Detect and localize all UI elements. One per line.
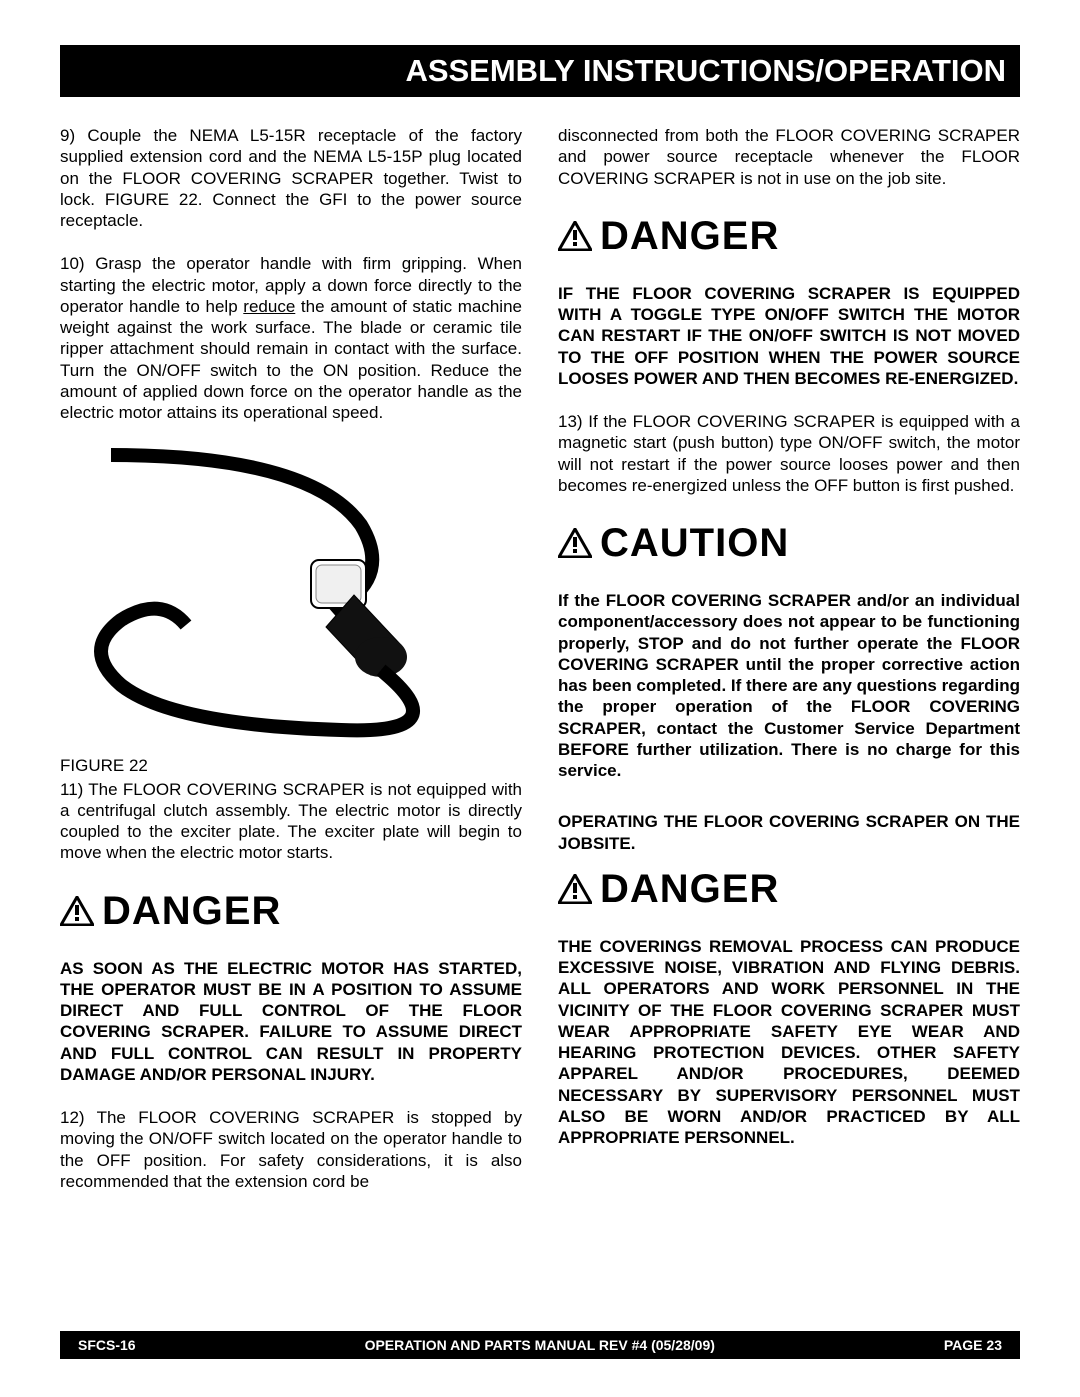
caution-heading: CAUTION [558, 518, 1020, 568]
paragraph-12: 12) The FLOOR COVERING SCRAPER is stoppe… [60, 1107, 522, 1192]
right-column: disconnected from both the FLOOR COVERIN… [558, 125, 1020, 1192]
danger-text-1: AS SOON AS THE ELECTRIC MOTOR HAS STARTE… [60, 958, 522, 1086]
operating-title: OPERATING THE FLOOR COVERING SCRAPER ON … [558, 811, 1020, 854]
paragraph-continued: disconnected from both the FLOOR COVERIN… [558, 125, 1020, 189]
footer-bar: SFCS-16 OPERATION AND PARTS MANUAL REV #… [60, 1331, 1020, 1359]
danger-heading-2: DANGER [558, 211, 1020, 261]
paragraph-13: 13) If the FLOOR COVERING SCRAPER is equ… [558, 411, 1020, 496]
section-header: ASSEMBLY INSTRUCTIONS/OPERATION [60, 45, 1020, 97]
content-columns: 9) Couple the NEMA L5-15R receptacle of … [60, 125, 1020, 1192]
p10-underline: reduce [243, 297, 295, 316]
power-cord-connector-illustration [60, 445, 522, 745]
warning-triangle-icon [558, 528, 592, 558]
danger-label-2: DANGER [600, 211, 779, 261]
warning-triangle-icon [60, 896, 94, 926]
footer-right: PAGE 23 [944, 1337, 1002, 1353]
footer-left: SFCS-16 [78, 1337, 136, 1353]
danger-text-3: THE COVERINGS REMOVAL PROCESS CAN PRODUC… [558, 936, 1020, 1149]
left-column: 9) Couple the NEMA L5-15R receptacle of … [60, 125, 522, 1192]
paragraph-10: 10) Grasp the operator handle with firm … [60, 253, 522, 423]
footer-center: OPERATION AND PARTS MANUAL REV #4 (05/28… [365, 1337, 715, 1353]
danger-heading-1: DANGER [60, 886, 522, 936]
paragraph-9: 9) Couple the NEMA L5-15R receptacle of … [60, 125, 522, 231]
danger-label-3: DANGER [600, 864, 779, 914]
caution-label: CAUTION [600, 518, 789, 568]
danger-label-1: DANGER [102, 886, 281, 936]
warning-triangle-icon [558, 874, 592, 904]
paragraph-11: 11) The FLOOR COVERING SCRAPER is not eq… [60, 779, 522, 864]
danger-heading-3: DANGER [558, 864, 1020, 914]
danger-text-2: IF THE FLOOR COVERING SCRAPER IS EQUIPPE… [558, 283, 1020, 389]
figure-22-image [60, 445, 522, 745]
caution-text: If the FLOOR COVERING SCRAPER and/or an … [558, 590, 1020, 781]
figure-caption: FIGURE 22 [60, 755, 522, 776]
warning-triangle-icon [558, 221, 592, 251]
